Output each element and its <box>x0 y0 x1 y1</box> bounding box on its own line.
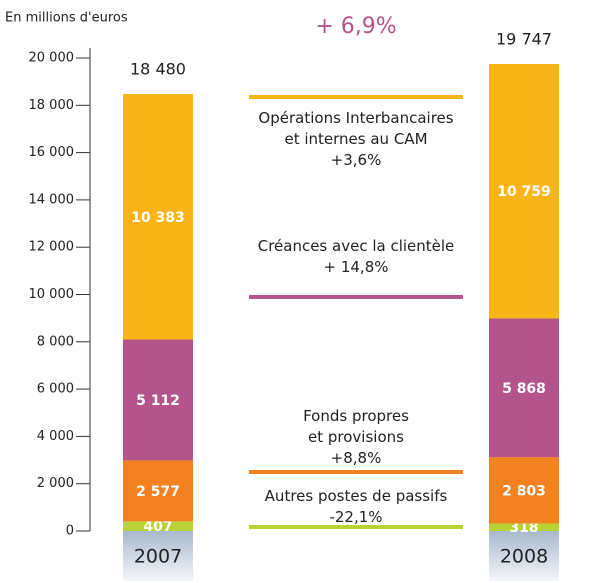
y-tick-label: 16 000 <box>29 145 75 160</box>
value-label: 5 868 <box>502 381 546 397</box>
legend-label: Fonds propres et provisions <box>303 407 409 446</box>
value-label: 5 112 <box>136 393 180 409</box>
value-label: 10 759 <box>497 184 551 200</box>
legend-entry: Fonds propres et provisions +8,8% <box>296 406 416 469</box>
bar-segment <box>123 93 193 340</box>
bar-segment <box>489 318 559 458</box>
legend-label: Opérations Interbancaires et internes au… <box>258 109 454 148</box>
bar-segment <box>123 339 193 461</box>
y-tick-label: 0 <box>66 524 74 539</box>
x-tick-label: 2007 <box>134 546 182 568</box>
y-tick-label: 18 000 <box>29 98 75 113</box>
y-tick-label: 10 000 <box>29 287 75 302</box>
legend-entry: Opérations Interbancaires et internes au… <box>251 108 461 171</box>
bar-segment <box>489 457 559 524</box>
legend-entry: Autres postes de passifs -22,1% <box>236 486 476 528</box>
y-tick-label: 2 000 <box>37 476 74 491</box>
value-label: 10 383 <box>131 210 185 226</box>
legend-label: Autres postes de passifs <box>264 487 448 505</box>
value-label: 407 <box>143 519 172 535</box>
value-label: 2 803 <box>502 483 546 499</box>
y-tick-label: 20 000 <box>29 51 75 66</box>
year-box <box>123 531 193 581</box>
x-tick-label: 2008 <box>500 546 548 568</box>
year-box <box>489 531 559 581</box>
y-axis-label: En millions d'euros <box>5 11 128 26</box>
bar-segment <box>123 460 193 522</box>
total-label: 18 480 <box>130 59 186 78</box>
y-tick-label: 6 000 <box>37 382 74 397</box>
y-tick-label: 4 000 <box>37 429 74 444</box>
total-label: 19 747 <box>496 29 552 48</box>
legend-entry: Créances avec la clientèle + 14,8% <box>236 236 476 278</box>
y-tick-label: 14 000 <box>29 192 75 207</box>
y-tick-label: 8 000 <box>37 334 74 349</box>
bar-segment <box>489 523 559 531</box>
y-tick-label: 12 000 <box>29 240 75 255</box>
value-label: 2 577 <box>136 484 180 500</box>
legend-change: +8,8% <box>330 449 382 467</box>
legend-change: -22,1% <box>329 508 383 526</box>
legend-change: + 14,8% <box>323 258 389 276</box>
legend-label: Créances avec la clientèle <box>257 237 455 255</box>
bar-segment <box>489 63 559 319</box>
legend-change: +3,6% <box>330 151 382 169</box>
bar-segment <box>123 521 193 531</box>
value-label: 318 <box>509 520 538 536</box>
subtitle: + 6,9% <box>315 14 396 39</box>
